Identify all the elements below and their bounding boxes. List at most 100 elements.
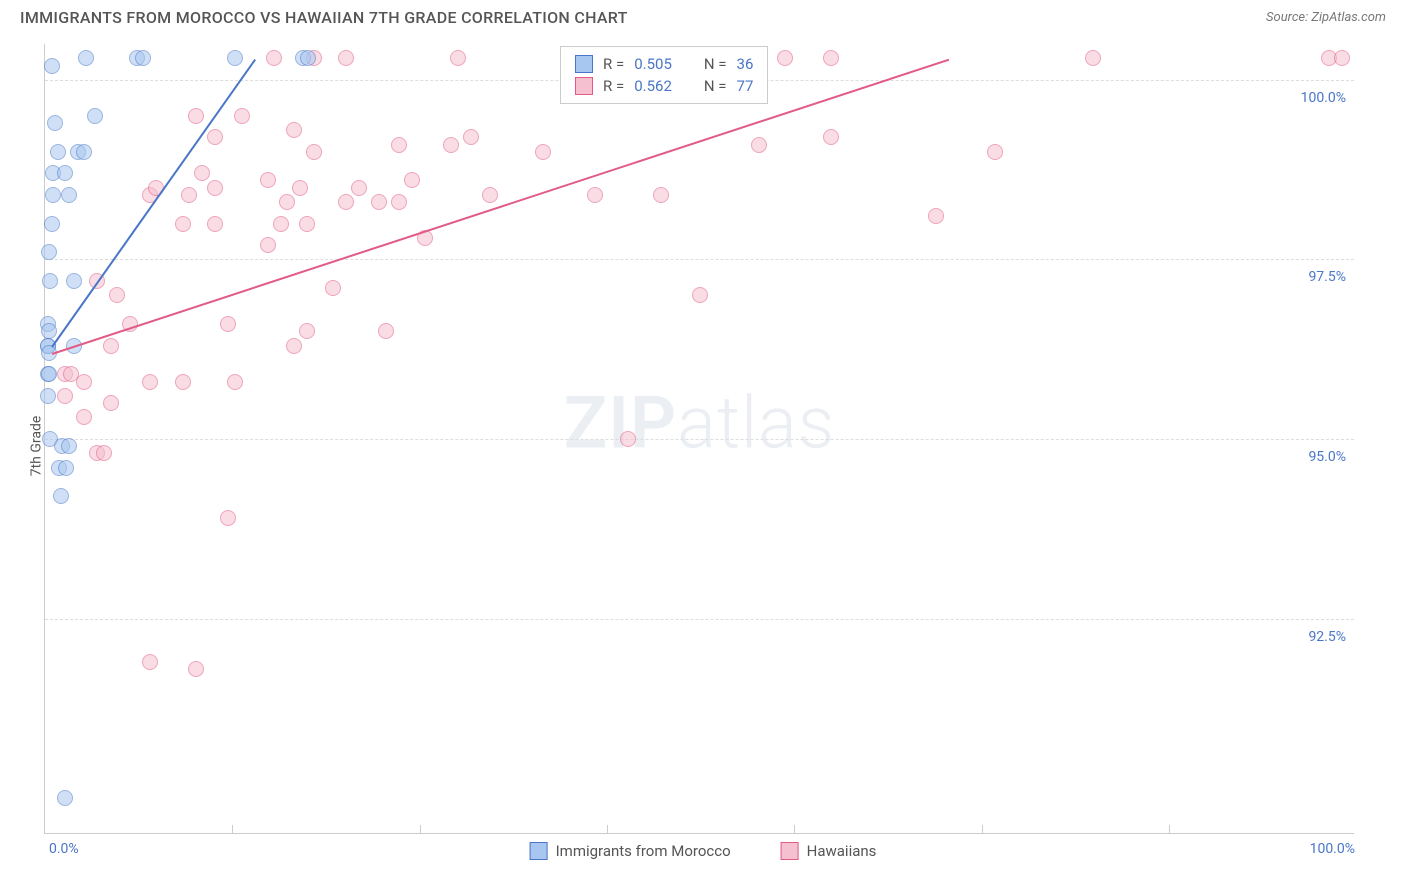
trendline xyxy=(51,59,256,347)
legend-r-prefix: R = xyxy=(603,55,624,73)
marker-hawaiians xyxy=(823,129,839,145)
marker-morocco xyxy=(300,50,316,66)
x-tick-label-right: 100.0% xyxy=(1310,841,1355,857)
series-legend-label: Hawaiians xyxy=(807,842,877,860)
series-legend-item: Hawaiians xyxy=(781,842,877,860)
series-legend-item: Immigrants from Morocco xyxy=(530,842,731,860)
stats-legend: R =0.505N =36R =0.562N =77 xyxy=(560,46,768,104)
marker-hawaiians xyxy=(103,338,119,354)
marker-hawaiians xyxy=(220,316,236,332)
marker-morocco xyxy=(66,273,82,289)
x-tick-label-left: 0.0% xyxy=(49,841,79,857)
x-tick xyxy=(420,825,421,833)
marker-morocco xyxy=(45,187,61,203)
marker-hawaiians xyxy=(823,50,839,66)
marker-hawaiians xyxy=(57,388,73,404)
marker-hawaiians xyxy=(220,510,236,526)
legend-n-prefix: N = xyxy=(704,55,727,73)
marker-hawaiians xyxy=(450,50,466,66)
marker-morocco xyxy=(57,790,73,806)
marker-hawaiians xyxy=(286,338,302,354)
marker-hawaiians xyxy=(306,144,322,160)
marker-hawaiians xyxy=(175,374,191,390)
series-legend: Immigrants from Morocco Hawaiians xyxy=(520,840,887,862)
legend-r-value: 0.505 xyxy=(634,55,672,73)
gridline xyxy=(45,259,1354,260)
stats-legend-row: R =0.562N =77 xyxy=(575,75,753,97)
marker-hawaiians xyxy=(443,137,459,153)
legend-swatch xyxy=(530,842,548,860)
marker-hawaiians xyxy=(234,108,250,124)
chart-container: IMMIGRANTS FROM MOROCCO VS HAWAIIAN 7TH … xyxy=(0,0,1406,892)
marker-hawaiians xyxy=(260,237,276,253)
marker-hawaiians xyxy=(535,144,551,160)
marker-hawaiians xyxy=(391,137,407,153)
legend-swatch xyxy=(575,77,593,95)
marker-morocco xyxy=(87,108,103,124)
legend-swatch xyxy=(781,842,799,860)
marker-hawaiians xyxy=(1334,50,1350,66)
marker-hawaiians xyxy=(142,374,158,390)
x-tick xyxy=(1169,825,1170,833)
marker-hawaiians xyxy=(378,323,394,339)
y-tick-label: 92.5% xyxy=(1308,629,1346,645)
marker-morocco xyxy=(78,50,94,66)
y-tick-label: 95.0% xyxy=(1308,449,1346,465)
marker-hawaiians xyxy=(777,50,793,66)
watermark-bold: ZIP xyxy=(564,380,677,465)
legend-n-prefix: N = xyxy=(704,77,727,95)
marker-hawaiians xyxy=(207,180,223,196)
marker-morocco xyxy=(76,144,92,160)
marker-hawaiians xyxy=(620,431,636,447)
marker-hawaiians xyxy=(76,374,92,390)
marker-hawaiians xyxy=(142,654,158,670)
marker-hawaiians xyxy=(299,216,315,232)
series-legend-label: Immigrants from Morocco xyxy=(556,842,731,860)
marker-hawaiians xyxy=(404,172,420,188)
marker-hawaiians xyxy=(928,208,944,224)
marker-hawaiians xyxy=(292,180,308,196)
marker-morocco xyxy=(61,187,77,203)
marker-hawaiians xyxy=(227,374,243,390)
legend-n-value: 77 xyxy=(737,77,754,95)
marker-morocco xyxy=(47,115,63,131)
marker-morocco xyxy=(53,488,69,504)
marker-hawaiians xyxy=(463,129,479,145)
marker-morocco xyxy=(44,216,60,232)
marker-hawaiians xyxy=(286,122,302,138)
marker-hawaiians xyxy=(194,165,210,181)
marker-hawaiians xyxy=(207,129,223,145)
stats-legend-row: R =0.505N =36 xyxy=(575,53,753,75)
marker-hawaiians xyxy=(181,187,197,203)
marker-morocco xyxy=(58,460,74,476)
marker-hawaiians xyxy=(587,187,603,203)
marker-hawaiians xyxy=(653,187,669,203)
marker-hawaiians xyxy=(279,194,295,210)
marker-hawaiians xyxy=(260,172,276,188)
marker-hawaiians xyxy=(351,180,367,196)
marker-hawaiians xyxy=(266,50,282,66)
watermark: ZIPatlas xyxy=(564,380,836,465)
marker-hawaiians xyxy=(391,194,407,210)
legend-swatch xyxy=(575,55,593,73)
chart-title: IMMIGRANTS FROM MOROCCO VS HAWAIIAN 7TH … xyxy=(20,8,628,27)
legend-r-value: 0.562 xyxy=(634,77,672,95)
marker-hawaiians xyxy=(188,661,204,677)
watermark-light: atlas xyxy=(677,380,835,465)
marker-morocco xyxy=(42,273,58,289)
marker-hawaiians xyxy=(338,50,354,66)
marker-hawaiians xyxy=(76,409,92,425)
trendline xyxy=(51,58,949,354)
marker-hawaiians xyxy=(299,323,315,339)
marker-hawaiians xyxy=(188,108,204,124)
marker-morocco xyxy=(57,165,73,181)
y-axis-label: 7th Grade xyxy=(28,416,44,477)
marker-hawaiians xyxy=(207,216,223,232)
marker-hawaiians xyxy=(96,445,112,461)
gridline xyxy=(45,439,1354,440)
gridline xyxy=(45,619,1354,620)
marker-hawaiians xyxy=(273,216,289,232)
marker-hawaiians xyxy=(482,187,498,203)
marker-hawaiians xyxy=(751,137,767,153)
marker-morocco xyxy=(40,388,56,404)
